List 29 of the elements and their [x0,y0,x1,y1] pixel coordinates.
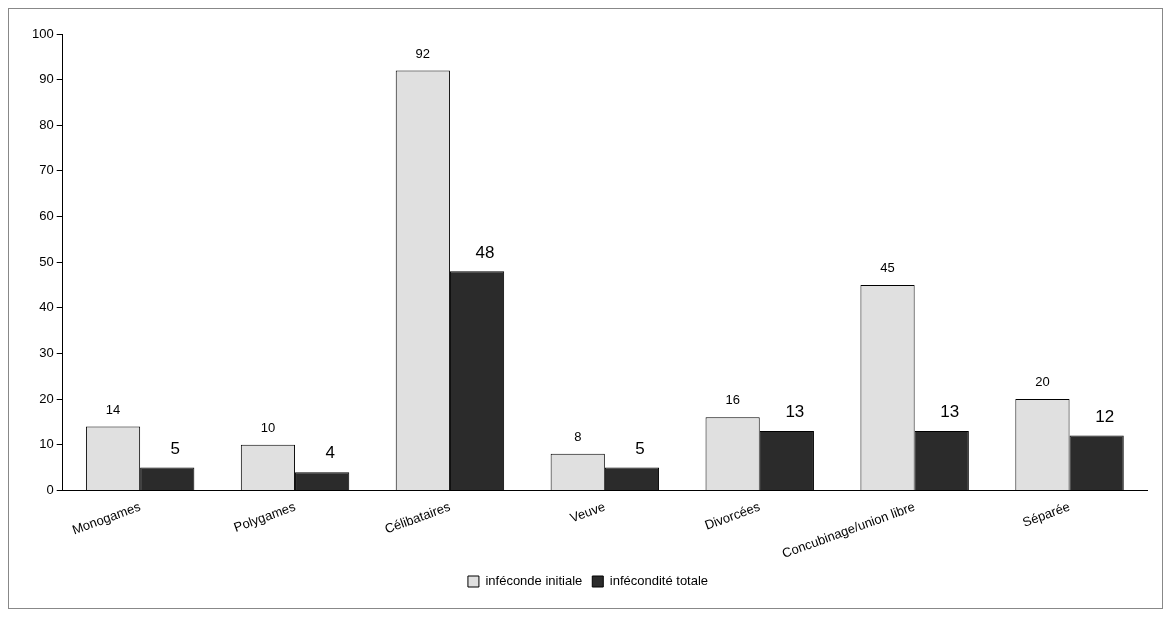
data-label: 16 [725,392,740,408]
y-tick-label: 40 [39,299,54,315]
y-tick-label: 10 [39,436,54,452]
legend-label: infécondité totale [609,573,709,589]
y-tick-label: 90 [39,71,54,87]
data-label: 92 [415,45,431,61]
y-tick-label: 0 [46,481,54,497]
data-label: 10 [260,419,276,435]
y-tick-label: 70 [39,162,54,178]
data-label: 4 [325,443,335,463]
data-label: 12 [1095,406,1115,426]
y-tick-label: 100 [31,25,54,41]
y-tick-label: 60 [39,208,54,224]
data-label: 45 [880,260,895,276]
y-tick-label: 20 [39,390,54,406]
data-label: 13 [785,402,805,422]
data-label: 8 [574,428,582,444]
data-label: 48 [475,242,495,262]
x-tick-label: Séparée [1020,498,1072,530]
data-label: 13 [940,402,960,422]
x-tick-label: Veuve [567,498,608,526]
legend-label: inféconde initiale [485,573,583,589]
data-label: 14 [105,401,121,417]
data-label: 5 [635,438,645,458]
data-label: 5 [170,438,180,458]
y-tick-label: 30 [39,345,54,361]
y-tick-label: 80 [39,116,54,132]
data-label: 20 [1035,374,1050,390]
y-tick-label: 50 [39,253,54,269]
